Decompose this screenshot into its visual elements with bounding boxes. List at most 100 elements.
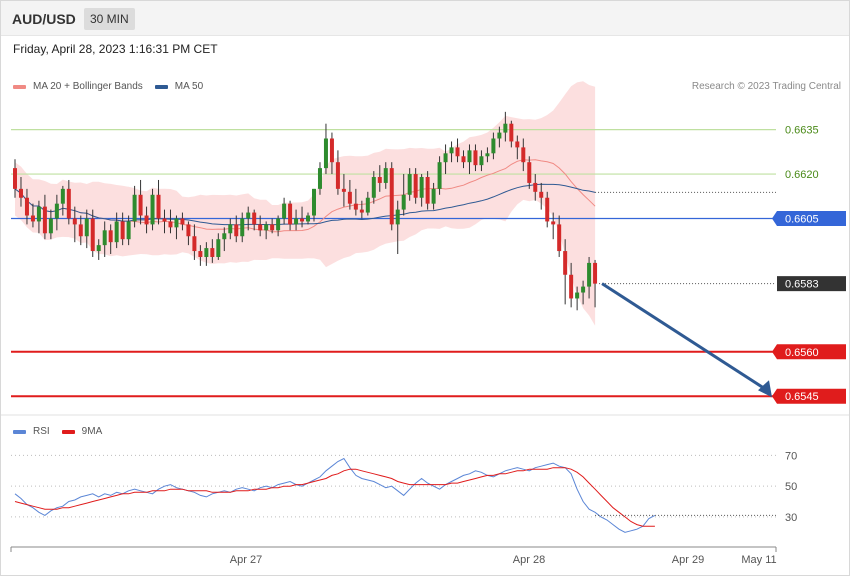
last-price-label: 0.6583 [785, 279, 819, 291]
level-label-0.6605: 0.6605 [785, 213, 819, 225]
candle-body [449, 147, 454, 154]
candle-body [455, 147, 460, 157]
candle-body [467, 150, 472, 163]
candle-body [186, 224, 191, 237]
candle-body [527, 162, 532, 183]
candle-body [258, 224, 263, 231]
candle-body [102, 230, 107, 246]
candle-body [437, 162, 442, 189]
legend-item-9ma: 9MA [61, 426, 103, 437]
candle-body [353, 203, 358, 210]
candle-body [401, 194, 406, 210]
candle-body [503, 123, 508, 133]
candle-body [371, 177, 376, 198]
candle-body [479, 156, 484, 166]
legend-label-ma20: MA 20 + Bollinger Bands [33, 81, 143, 92]
candle-body [222, 233, 227, 240]
candle-body [593, 262, 598, 284]
candle-body [288, 203, 293, 225]
x-tick-label: Apr 28 [513, 554, 545, 566]
legend-swatch-9ma [61, 429, 75, 434]
level-label-0.6635: 0.6635 [785, 125, 819, 137]
candle-body [551, 221, 556, 225]
candle-body [42, 206, 47, 234]
bollinger-band-area [15, 81, 596, 326]
rsi-tick-30: 30 [785, 512, 797, 524]
level-label-0.6560: 0.6560 [785, 347, 819, 359]
candle-body [174, 218, 179, 228]
candle-body [282, 203, 287, 219]
legend-label-9ma: 9MA [81, 426, 103, 437]
last-price-tag [777, 276, 846, 292]
symbol-label: AUD/USD [12, 11, 76, 27]
candle-body [66, 188, 71, 219]
candle-body [335, 162, 340, 189]
candle-body [13, 168, 17, 189]
legend-swatch-ma50 [154, 84, 168, 89]
legend-item-ma20: MA 20 + Bollinger Bands [13, 81, 143, 92]
level-tag-0.6560 [772, 344, 846, 360]
candle-body [204, 248, 209, 257]
candle-body [78, 224, 83, 237]
candle-body [198, 251, 203, 257]
candle-body [461, 156, 466, 163]
copyright-text: Research © 2023 Trading Central [691, 81, 841, 92]
candle-body [180, 218, 185, 225]
candle-body [234, 224, 239, 237]
candle-body [347, 191, 352, 204]
chart-datetime: Friday, April 28, 2023 1:16:31 PM CET [13, 42, 218, 56]
rsi-line [14, 457, 656, 533]
legend-swatch-rsi [13, 429, 26, 434]
timeframe-button[interactable]: 30 MIN [84, 8, 135, 30]
candle-body [569, 274, 574, 299]
rsi-tick-70: 70 [785, 450, 797, 462]
candle-body [144, 215, 149, 225]
candle-body [575, 292, 580, 299]
candle-body [138, 194, 143, 216]
candle-body [84, 218, 89, 237]
candle-body [389, 168, 394, 225]
candle-body [252, 212, 257, 225]
candle-body [132, 194, 137, 222]
candle-body [545, 197, 550, 222]
candle-body [18, 188, 23, 198]
candle-body [413, 174, 418, 198]
candle-body [216, 239, 221, 257]
candle-body [48, 218, 53, 234]
candle-body [323, 138, 328, 169]
candle-body [246, 212, 251, 219]
candle-body [515, 141, 520, 148]
candle-body [521, 147, 526, 163]
candle-body [581, 286, 586, 293]
x-tick-label: May 11 [741, 554, 776, 566]
candle-body [431, 188, 436, 204]
candle-body [306, 215, 311, 222]
candle-body [162, 218, 167, 222]
level-tag-0.6545 [772, 388, 846, 404]
chart-header-bar: AUD/USD 30 MIN [1, 1, 849, 36]
candle-body [317, 168, 322, 189]
legend-item-ma50: MA 50 [154, 81, 203, 92]
candle-body [240, 218, 245, 237]
candle-body [485, 153, 490, 157]
candle-body [425, 177, 430, 204]
candle-body [36, 206, 41, 222]
candle-body [395, 209, 400, 225]
candle-body [108, 230, 113, 243]
candle-body [228, 224, 233, 234]
candle-body [126, 221, 131, 240]
x-tick-label: Apr 27 [230, 554, 262, 566]
legend-label-rsi: RSI [33, 426, 50, 437]
candle-body [407, 174, 412, 195]
main-legend: MA 20 + Bollinger Bands MA 50 [13, 81, 215, 92]
rsi-legend: RSI 9MA [13, 426, 114, 437]
candle-body [557, 224, 562, 252]
candle-body [539, 191, 544, 198]
candle-body [168, 221, 173, 228]
candle-body [359, 209, 364, 213]
forecast-arrow-line [601, 282, 765, 390]
candle-body [341, 188, 346, 192]
candle-body [120, 221, 125, 240]
candles-group [13, 111, 598, 311]
candle-body [30, 215, 35, 222]
